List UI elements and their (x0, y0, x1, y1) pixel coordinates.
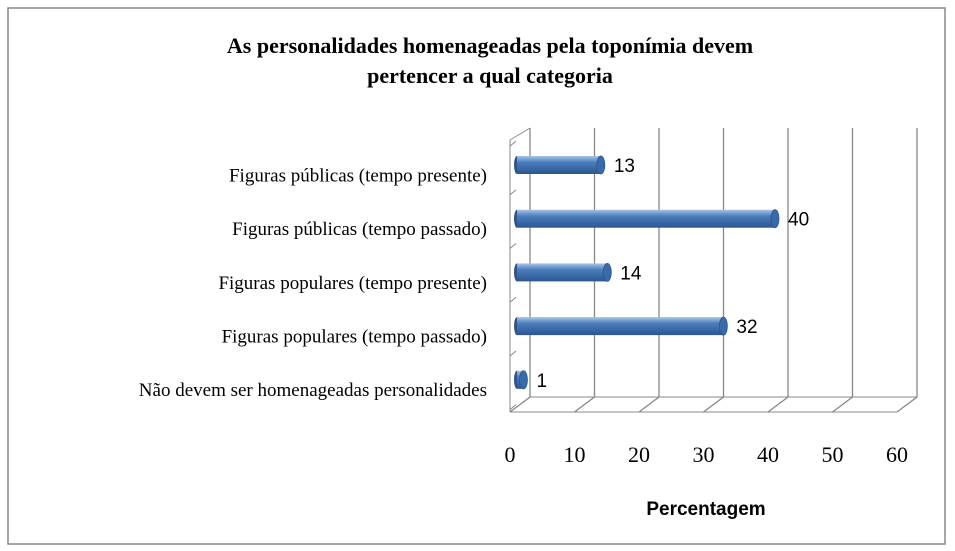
x-axis-title: Percentagem (646, 499, 765, 520)
y-tick (509, 296, 517, 303)
bar (514, 262, 612, 282)
y-tick (509, 140, 517, 147)
wall-edge (509, 127, 531, 141)
x-tick-label: 0 (505, 442, 516, 467)
chart-title: As personalidades homenageadas pela topo… (227, 33, 753, 88)
bar (514, 370, 528, 390)
bar (514, 316, 728, 336)
x-tick-label: 20 (628, 442, 650, 467)
y-tick (509, 243, 517, 249)
x-tick-label: 50 (822, 442, 844, 467)
x-tick-label: 40 (757, 442, 779, 467)
data-label: 40 (788, 210, 809, 231)
y-tick (509, 189, 517, 196)
x-tick-label: 10 (564, 442, 586, 467)
grid-line (832, 128, 854, 413)
y-tick-label: Figuras públicas (tempo passado) (232, 219, 487, 240)
y-tick (509, 404, 517, 411)
y-tick (509, 350, 517, 357)
bar (514, 209, 780, 229)
data-label: 14 (620, 263, 642, 284)
data-label: 32 (736, 317, 757, 338)
bar (514, 155, 606, 175)
y-tick-label: Não devem ser homenageadas personalidade… (139, 380, 487, 401)
y-tick-label: Figuras públicas (tempo presente) (229, 165, 487, 186)
y-tick-label: Figuras populares (tempo passado) (222, 326, 487, 347)
y-tick-label: Figuras populares (tempo presente) (218, 273, 487, 294)
grid-line (767, 128, 789, 413)
x-tick-label: 60 (886, 442, 908, 467)
x-tick-label: 30 (693, 442, 715, 467)
grid-line (896, 128, 918, 413)
chart-frame (7, 7, 946, 545)
data-label: 13 (614, 156, 635, 177)
data-label: 1 (536, 371, 547, 392)
